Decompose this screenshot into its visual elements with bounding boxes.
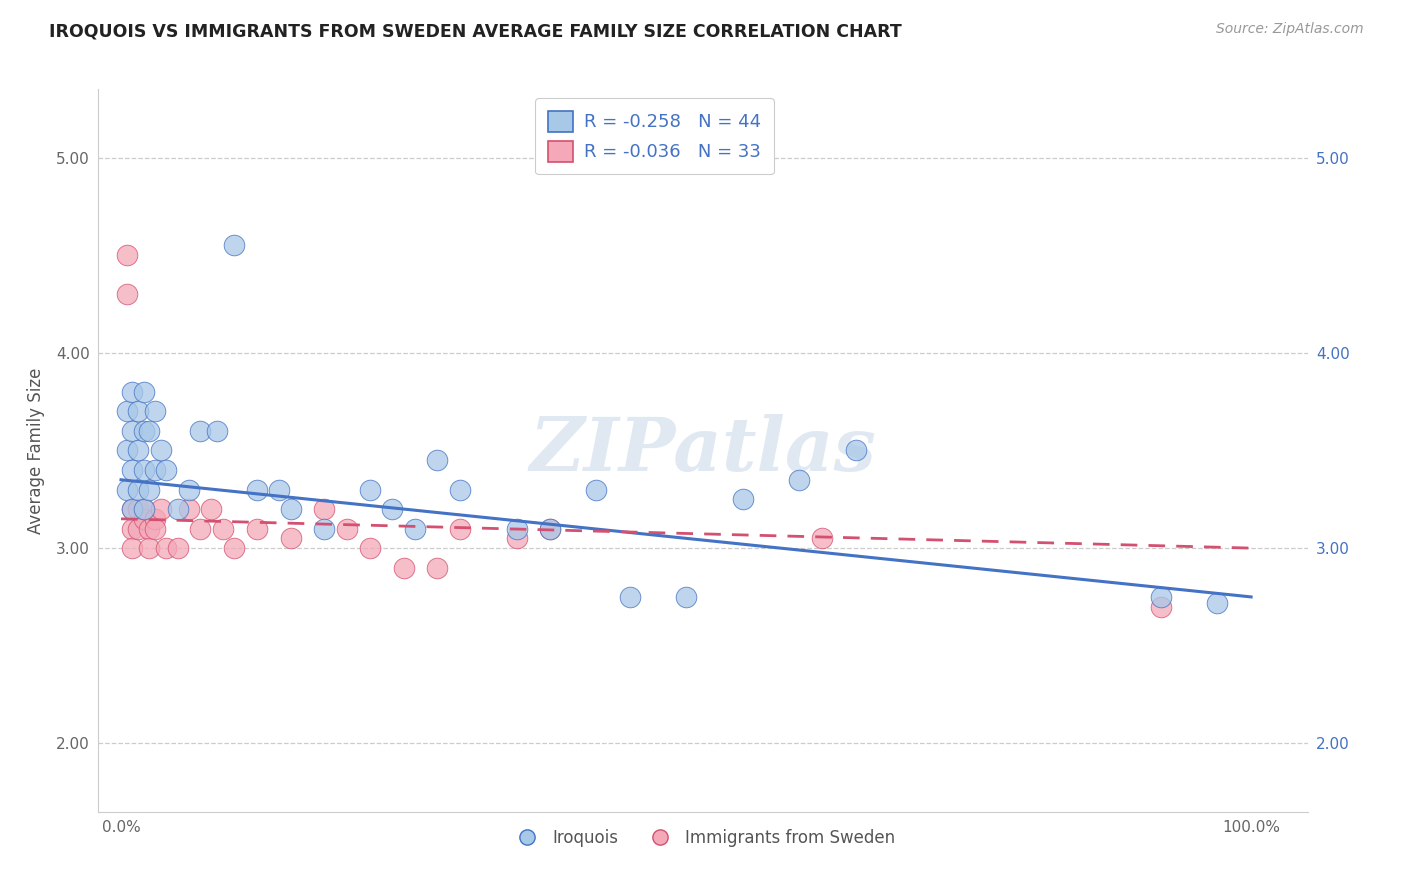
Text: Source: ZipAtlas.com: Source: ZipAtlas.com (1216, 22, 1364, 37)
Point (121, 384, 143, 399)
Point (280, 502, 302, 516)
Point (426, 560, 449, 574)
Point (143, 404, 166, 418)
Point (211, 522, 233, 536)
Point (149, 502, 172, 516)
Point (127, 483, 149, 497)
Point (143, 522, 166, 536)
Point (200, 502, 222, 516)
Point (115, 443, 138, 458)
Point (177, 502, 200, 516)
Point (166, 502, 188, 516)
Point (115, 287, 138, 301)
Point (505, 532, 527, 546)
Point (115, 248, 138, 262)
Point (188, 522, 211, 536)
Point (132, 502, 155, 516)
Point (538, 522, 561, 536)
Y-axis label: Average Family Size: Average Family Size (27, 368, 45, 533)
Point (314, 502, 336, 516)
Point (336, 522, 359, 536)
Point (149, 443, 172, 458)
Point (222, 238, 245, 252)
Legend: Iroquois, Immigrants from Sweden: Iroquois, Immigrants from Sweden (505, 822, 901, 854)
Point (246, 483, 269, 497)
Point (246, 522, 269, 536)
Text: ZIPatlas: ZIPatlas (530, 414, 876, 487)
Point (359, 541, 381, 555)
Point (121, 502, 143, 516)
Point (269, 483, 291, 497)
Point (138, 522, 160, 536)
Point (205, 424, 228, 438)
Point (675, 590, 697, 604)
Point (132, 502, 155, 516)
Point (188, 424, 211, 438)
Point (1206, 596, 1229, 610)
Point (138, 541, 160, 555)
Point (280, 532, 302, 546)
Point (449, 522, 471, 536)
Point (166, 541, 188, 555)
Point (138, 483, 160, 497)
Point (381, 502, 404, 516)
Point (538, 522, 561, 536)
Point (619, 590, 641, 604)
Point (115, 404, 138, 418)
Point (731, 492, 754, 507)
Point (127, 502, 149, 516)
Point (138, 424, 160, 438)
Text: IROQUOIS VS IMMIGRANTS FROM SWEDEN AVERAGE FAMILY SIZE CORRELATION CHART: IROQUOIS VS IMMIGRANTS FROM SWEDEN AVERA… (49, 22, 903, 40)
Point (505, 522, 527, 536)
Point (121, 424, 143, 438)
Point (845, 443, 868, 458)
Point (155, 541, 177, 555)
Point (121, 463, 143, 477)
Point (127, 404, 149, 418)
Point (132, 424, 155, 438)
Point (392, 560, 415, 574)
Point (127, 522, 149, 536)
Point (132, 512, 155, 526)
Point (426, 453, 449, 467)
Point (1150, 590, 1173, 604)
Point (121, 502, 143, 516)
Point (132, 384, 155, 399)
Point (132, 463, 155, 477)
Point (810, 532, 832, 546)
Point (314, 522, 336, 536)
Point (127, 443, 149, 458)
Point (787, 473, 810, 487)
Point (404, 522, 426, 536)
Point (585, 483, 607, 497)
Point (449, 483, 471, 497)
Point (177, 483, 200, 497)
Point (1150, 599, 1173, 614)
Point (143, 463, 166, 477)
Point (121, 541, 143, 555)
Point (155, 463, 177, 477)
Point (359, 483, 381, 497)
Point (115, 483, 138, 497)
Point (143, 512, 166, 526)
Point (121, 522, 143, 536)
Point (222, 541, 245, 555)
